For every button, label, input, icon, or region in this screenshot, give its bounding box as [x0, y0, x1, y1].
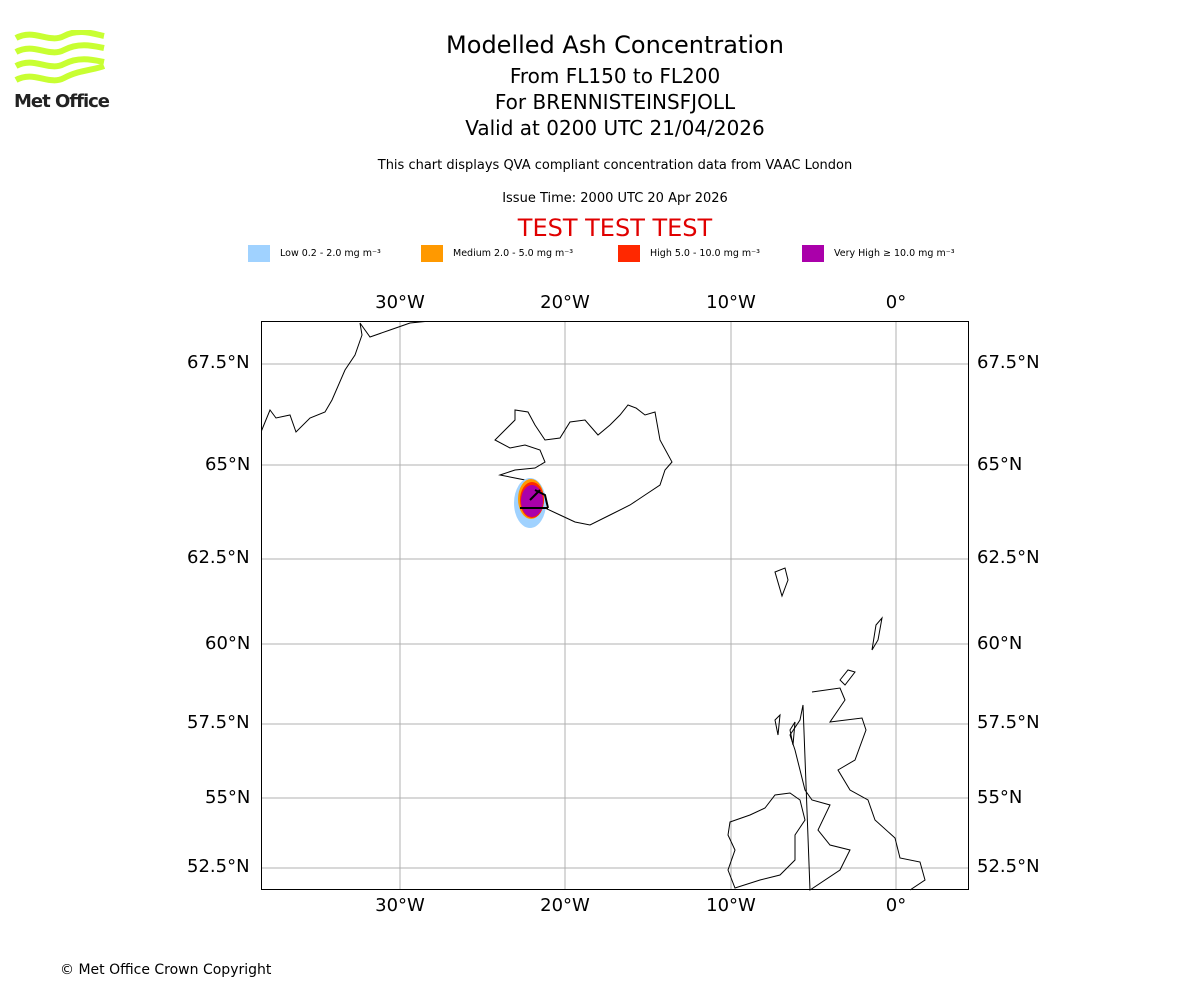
valid-time: Valid at 0200 UTC 21/04/2026: [465, 116, 765, 140]
lat-label-left: 65°N: [205, 454, 251, 475]
greenland-coast: [261, 321, 431, 433]
legend-low: Low 0.2 - 2.0 mg m⁻³: [248, 245, 381, 262]
lat-label-left: 55°N: [205, 787, 251, 808]
lon-label-bottom: 0°: [885, 895, 907, 916]
lon-label-bottom: 10°W: [706, 895, 756, 916]
lat-label-right: 57.5°N: [977, 712, 1040, 733]
lat-label-right: 67.5°N: [977, 352, 1040, 373]
legend-very-high: Very High ≥ 10.0 mg m⁻³: [802, 245, 955, 262]
met-office-logo-icon: [14, 30, 106, 84]
orkney: [839, 669, 856, 686]
lat-label-right: 62.5°N: [977, 547, 1040, 568]
issue-time: Issue Time: 2000 UTC 20 Apr 2026: [502, 191, 728, 206]
lon-label-bottom: 20°W: [540, 895, 590, 916]
ash-plume: [514, 478, 549, 528]
lat-label-left: 52.5°N: [187, 856, 250, 877]
lat-label-left: 60°N: [205, 633, 251, 654]
iceland-coast: [494, 404, 673, 526]
great-britain-coast: [789, 687, 926, 891]
logo-text: Met Office: [14, 91, 110, 112]
lat-label-right: 52.5°N: [977, 856, 1040, 877]
copyright: © Met Office Crown Copyright: [60, 962, 272, 978]
flight-levels: From FL150 to FL200: [509, 64, 721, 88]
lon-label-top: 0°: [885, 292, 907, 313]
hebrides: [774, 713, 796, 746]
legend-swatch: [248, 245, 270, 262]
coastlines: [261, 321, 926, 891]
volcano-name: For BRENNISTEINSFJOLL: [494, 90, 736, 114]
faroe-islands: [774, 567, 789, 598]
legend-swatch: [421, 245, 443, 262]
map[interactable]: [261, 321, 970, 891]
legend-label: Medium 2.0 - 5.0 mg m⁻³: [453, 248, 574, 259]
test-banner: TEST TEST TEST: [517, 214, 713, 242]
lat-label-right: 55°N: [977, 787, 1023, 808]
ireland-coast: [727, 792, 806, 889]
lat-label-left: 62.5°N: [187, 547, 250, 568]
gridlines: [261, 321, 969, 890]
lon-label-bottom: 30°W: [375, 895, 425, 916]
lon-label-top: 20°W: [540, 292, 590, 313]
legend-label: Low 0.2 - 2.0 mg m⁻³: [280, 248, 381, 259]
legend-label: High 5.0 - 10.0 mg m⁻³: [650, 248, 760, 259]
lat-label-right: 60°N: [977, 633, 1023, 654]
legend-swatch: [618, 245, 640, 262]
lon-label-top: 10°W: [706, 292, 756, 313]
chart-title: Modelled Ash Concentration: [446, 31, 784, 59]
legend-medium: Medium 2.0 - 5.0 mg m⁻³: [421, 245, 573, 262]
shetland: [871, 616, 883, 651]
lat-label-left: 67.5°N: [187, 352, 250, 373]
lat-label-left: 57.5°N: [187, 712, 250, 733]
lon-label-top: 30°W: [375, 292, 425, 313]
legend-swatch: [802, 245, 824, 262]
lat-label-right: 65°N: [977, 454, 1023, 475]
legend-high: High 5.0 - 10.0 mg m⁻³: [618, 245, 760, 262]
map-frame: [261, 321, 969, 890]
subtitle: This chart displays QVA compliant concen…: [377, 158, 853, 173]
legend-label: Very High ≥ 10.0 mg m⁻³: [834, 248, 955, 259]
